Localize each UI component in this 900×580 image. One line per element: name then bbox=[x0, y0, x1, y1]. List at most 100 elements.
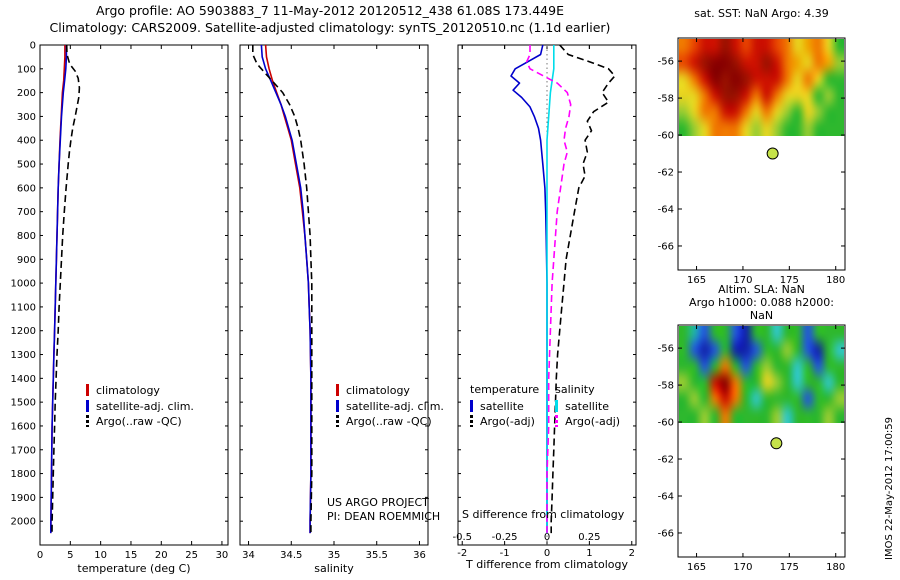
svg-text:180: 180 bbox=[826, 275, 845, 286]
svg-text:-62: -62 bbox=[658, 455, 674, 466]
argo-raw-line-swatch bbox=[336, 415, 339, 427]
svg-text:1800: 1800 bbox=[11, 469, 36, 480]
argo-s-line-swatch bbox=[555, 415, 559, 427]
svg-text:170: 170 bbox=[733, 275, 752, 286]
legend-label: Argo(..raw -QC) bbox=[96, 415, 182, 428]
sst-map-title: sat. SST: NaN Argo: 4.39 bbox=[694, 7, 829, 20]
sla-map-title: Altim. SLA: NaN Argo h1000: 0.088 h2000:… bbox=[678, 283, 845, 322]
argo-raw-line-swatch bbox=[86, 415, 89, 427]
svg-text:-58: -58 bbox=[658, 381, 674, 392]
climatology-line-swatch bbox=[336, 384, 339, 396]
legend-label: satellite-adj. clim. bbox=[96, 399, 194, 413]
svg-text:-66: -66 bbox=[658, 528, 674, 539]
svg-text:175: 175 bbox=[780, 275, 799, 286]
svg-text:600: 600 bbox=[17, 183, 36, 194]
svg-text:36: 36 bbox=[413, 550, 426, 561]
us-argo-line2: PI: DEAN ROEMMICH bbox=[327, 510, 441, 523]
svg-text:30: 30 bbox=[216, 550, 229, 561]
figure-title: Argo profile: AO 5903883_7 11-May-2012 2… bbox=[95, 3, 564, 18]
satellite-t-line-swatch bbox=[470, 399, 473, 412]
sla-map-title-line2: Argo h1000: 0.088 h2000: NaN bbox=[689, 296, 834, 322]
svg-text:-62: -62 bbox=[658, 168, 674, 179]
svg-text:-1: -1 bbox=[500, 548, 510, 559]
legend-label: satellite bbox=[565, 399, 609, 413]
legend-label: climatology bbox=[346, 384, 410, 397]
salinity-legend: climatology satellite-adj. clim. Argo(..… bbox=[336, 383, 444, 430]
svg-text:1600: 1600 bbox=[11, 421, 36, 432]
svg-text:-0.25: -0.25 bbox=[492, 532, 518, 543]
legend-label: satellite-adj. clim. bbox=[346, 399, 444, 413]
svg-text:34: 34 bbox=[242, 550, 255, 561]
legend-item: Argo(..raw -QC) bbox=[86, 414, 194, 430]
legend-item: climatology bbox=[336, 383, 444, 399]
svg-text:25: 25 bbox=[185, 550, 198, 561]
svg-text:15: 15 bbox=[125, 550, 138, 561]
svg-text:34.5: 34.5 bbox=[280, 550, 302, 561]
svg-text:0: 0 bbox=[37, 550, 43, 561]
legend-label: Argo(-adj) bbox=[565, 415, 621, 428]
svg-text:165: 165 bbox=[687, 562, 706, 573]
legend-item: satellite-adj. clim. bbox=[86, 399, 194, 415]
legend-item: Argo(-adj) bbox=[470, 414, 539, 430]
svg-text:S difference from climatology: S difference from climatology bbox=[462, 508, 625, 521]
legend-header: temperature bbox=[470, 383, 540, 396]
svg-text:-60: -60 bbox=[658, 131, 674, 142]
satellite-s-line-swatch bbox=[555, 399, 559, 412]
svg-text:0.25: 0.25 bbox=[578, 532, 600, 543]
legend-label: Argo(..raw -QC) bbox=[346, 415, 432, 428]
svg-text:900: 900 bbox=[17, 255, 36, 266]
svg-text:0: 0 bbox=[544, 532, 550, 543]
svg-text:-64: -64 bbox=[658, 204, 674, 215]
svg-text:300: 300 bbox=[17, 112, 36, 123]
legend-label: climatology bbox=[96, 384, 160, 397]
svg-text:-0.5: -0.5 bbox=[452, 532, 472, 543]
sla-heatmap-image bbox=[679, 326, 844, 423]
svg-text:-66: -66 bbox=[658, 241, 674, 252]
svg-text:5: 5 bbox=[67, 550, 73, 561]
svg-text:1500: 1500 bbox=[11, 398, 36, 409]
svg-text:180: 180 bbox=[826, 562, 845, 573]
legend-item: satellite-adj. clim. bbox=[336, 399, 444, 415]
svg-text:-64: -64 bbox=[658, 491, 674, 502]
figure-subtitle: Climatology: CARS2009. Satellite-adjuste… bbox=[49, 20, 611, 35]
svg-text:temperature (deg C): temperature (deg C) bbox=[77, 562, 190, 575]
svg-text:175: 175 bbox=[780, 562, 799, 573]
legend-item: Argo(-adj) bbox=[555, 414, 620, 430]
satellite-adj-line-swatch bbox=[86, 399, 89, 412]
svg-text:20: 20 bbox=[155, 550, 168, 561]
satellite-adj-line-swatch bbox=[336, 399, 339, 412]
svg-text:1700: 1700 bbox=[11, 445, 36, 456]
salinity-legend-column: salinity satellite Argo(-adj) bbox=[555, 382, 620, 430]
svg-text:1300: 1300 bbox=[11, 350, 36, 361]
legend-item: satellite bbox=[555, 399, 620, 415]
temperature-legend: climatology satellite-adj. clim. Argo(..… bbox=[86, 383, 194, 430]
svg-text:1200: 1200 bbox=[11, 326, 36, 337]
svg-text:-58: -58 bbox=[658, 94, 674, 105]
legend-header: salinity bbox=[555, 383, 595, 396]
svg-text:800: 800 bbox=[17, 231, 36, 242]
legend-label: satellite bbox=[480, 399, 524, 413]
svg-text:2: 2 bbox=[629, 548, 635, 559]
legend-item: climatology bbox=[86, 383, 194, 399]
us-argo-project-note: US ARGO PROJECT PI: DEAN ROEMMICH bbox=[327, 496, 440, 524]
argo-t-line-swatch bbox=[470, 415, 473, 427]
svg-text:-2: -2 bbox=[457, 548, 467, 559]
legend-label: Argo(-adj) bbox=[480, 415, 535, 428]
svg-text:165: 165 bbox=[687, 275, 706, 286]
svg-text:salinity: salinity bbox=[314, 562, 354, 575]
svg-text:100: 100 bbox=[17, 64, 36, 75]
svg-text:-60: -60 bbox=[658, 418, 674, 429]
difference-legend: temperature satellite Argo(-adj) salinit… bbox=[470, 382, 620, 430]
svg-text:0: 0 bbox=[544, 548, 550, 559]
svg-text:400: 400 bbox=[17, 136, 36, 147]
svg-text:-56: -56 bbox=[658, 57, 674, 68]
svg-text:1: 1 bbox=[586, 548, 592, 559]
svg-text:700: 700 bbox=[17, 207, 36, 218]
legend-item: satellite bbox=[470, 399, 539, 415]
climatology-line-swatch bbox=[86, 384, 89, 396]
svg-text:10: 10 bbox=[94, 550, 107, 561]
svg-text:2000: 2000 bbox=[11, 517, 36, 528]
sst-heatmap-image bbox=[679, 39, 844, 136]
